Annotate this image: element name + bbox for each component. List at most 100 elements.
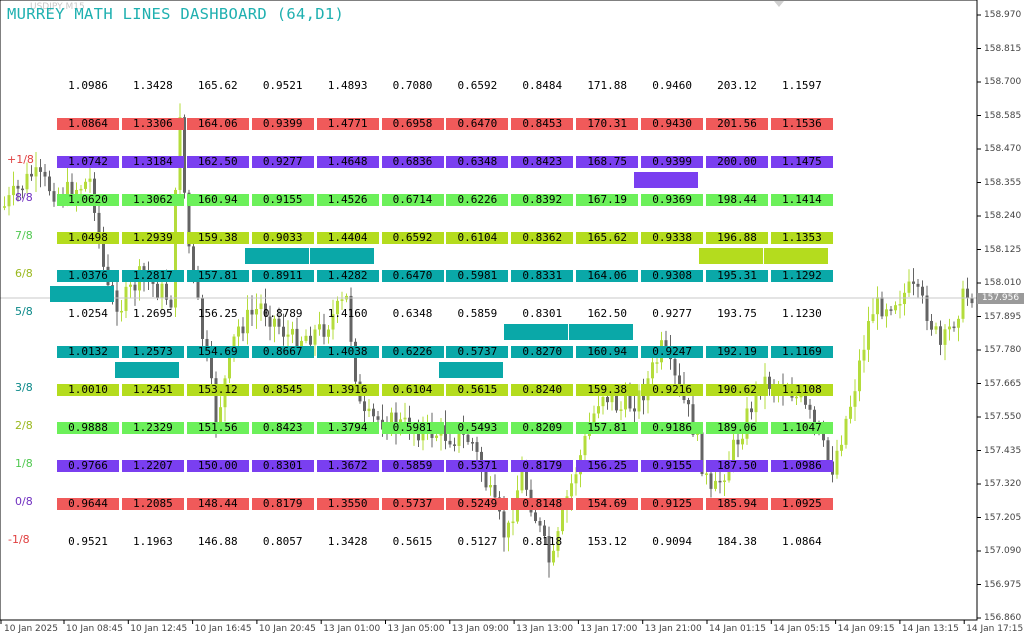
candle-body — [291, 328, 294, 335]
level-value: 0.5371 — [446, 460, 509, 472]
candle-body — [264, 303, 267, 317]
candle-body — [30, 173, 33, 177]
level-value: 0.9216 — [641, 384, 704, 396]
chart-shift-icon[interactable] — [774, 1, 784, 7]
candle-body — [367, 408, 371, 412]
candle-body — [435, 435, 438, 438]
candle-body — [178, 117, 182, 190]
candle-body — [268, 316, 272, 327]
level-value: 1.3306 — [121, 118, 184, 130]
candle-body — [475, 442, 479, 452]
candle-body — [862, 349, 866, 361]
level-value: 148.44 — [186, 498, 249, 510]
candle-body — [561, 509, 564, 532]
level-value: 1.1536 — [770, 118, 833, 130]
level-value: 1.4282 — [316, 270, 379, 282]
time-tick-label: 10 Jan 20:45 — [258, 624, 316, 634]
time-tick-label: 13 Jan 05:00 — [387, 624, 445, 634]
level-value: 0.9277 — [251, 156, 314, 168]
level-value: 0.9460 — [652, 79, 692, 92]
candle-body — [84, 181, 87, 189]
candle-body — [484, 471, 488, 488]
level-label: 1/8 — [15, 457, 33, 470]
candle-body — [808, 404, 812, 410]
candle-body — [520, 467, 524, 491]
level-value: 150.00 — [186, 460, 249, 472]
candle-body — [214, 378, 218, 423]
level-value: 1.0864 — [782, 535, 822, 548]
level-value: 0.9155 — [641, 460, 704, 472]
level-value: 0.9338 — [641, 232, 704, 244]
candle-body — [156, 283, 159, 298]
candle-body — [453, 444, 456, 446]
level-value: 146.88 — [197, 535, 238, 548]
level-value: 0.5127 — [457, 535, 498, 548]
candle-body — [363, 401, 366, 412]
level-value: 165.62 — [197, 79, 238, 92]
candle-body — [687, 400, 690, 405]
candle-body — [921, 286, 924, 296]
candle-body — [394, 412, 398, 429]
candle-body — [525, 467, 528, 490]
candle-body — [300, 340, 303, 350]
level-value: 0.6470 — [446, 118, 509, 130]
level-value: 0.5737 — [446, 346, 509, 358]
candle-body — [606, 396, 609, 403]
dashboard-title: MURREY MATH LINES DASHBOARD (64,D1) — [7, 5, 345, 23]
candle-body — [826, 440, 830, 462]
current-price-marker — [699, 248, 763, 264]
level-value: 0.9430 — [641, 118, 704, 130]
level-value: 0.8179 — [251, 498, 314, 510]
level-value: 0.8148 — [511, 498, 574, 510]
price-tick-label: 158.355 — [984, 177, 1022, 188]
candle-body — [160, 283, 164, 298]
candle-body — [466, 434, 470, 443]
time-tick-label: 14 Jan 01:15 — [709, 624, 766, 634]
level-value: 0.6470 — [381, 270, 444, 282]
candle-body — [822, 430, 825, 441]
candle-body — [340, 299, 344, 301]
candle-body — [556, 531, 560, 551]
level-label: 3/8 — [15, 381, 33, 394]
candle-body — [723, 480, 726, 482]
candle-body — [187, 192, 191, 247]
time-tick-label: 14 Jan 17:15 — [966, 624, 1024, 634]
candle-body — [250, 309, 254, 315]
level-value: 1.2207 — [121, 460, 184, 472]
level-value: 164.06 — [576, 270, 639, 282]
candle-body — [574, 474, 578, 484]
candle-body — [732, 439, 735, 464]
candle-body — [880, 297, 884, 317]
price-tick-label: 156.860 — [984, 613, 1022, 623]
chart-frame — [0, 0, 978, 621]
level-value: 0.8362 — [511, 232, 574, 244]
level-value: 168.75 — [576, 156, 639, 168]
level-value: 1.0376 — [57, 270, 119, 282]
level-value: 1.3428 — [133, 79, 173, 92]
current-price-marker — [244, 248, 309, 264]
level-value: 1.0498 — [57, 232, 119, 244]
candle-body — [511, 521, 515, 524]
candle-body — [876, 297, 879, 315]
level-value: 198.44 — [706, 194, 768, 206]
candle-body — [210, 353, 213, 379]
level-value: 1.2817 — [121, 270, 184, 282]
level-label: 7/8 — [15, 229, 33, 242]
level-value: 0.6104 — [446, 232, 509, 244]
level-value: 151.56 — [186, 422, 249, 434]
price-tick-label: 157.205 — [984, 512, 1022, 523]
level-value: 1.3916 — [316, 384, 379, 396]
level-value: 0.8423 — [251, 422, 314, 434]
time-tick-label: 10 Jan 12:45 — [130, 624, 188, 634]
candle-body — [318, 324, 321, 330]
level-value: 156.25 — [197, 307, 238, 320]
level-value: 162.50 — [587, 307, 628, 320]
candle-body — [349, 295, 353, 342]
level-value: 1.4893 — [327, 79, 368, 92]
level-value: 1.0925 — [770, 498, 833, 510]
level-value: 1.0986 — [770, 460, 833, 472]
level-label: -1/8 — [8, 533, 30, 546]
level-value: 0.7080 — [392, 79, 433, 92]
candle-body — [124, 286, 128, 311]
price-tick-label: 157.435 — [984, 445, 1022, 456]
